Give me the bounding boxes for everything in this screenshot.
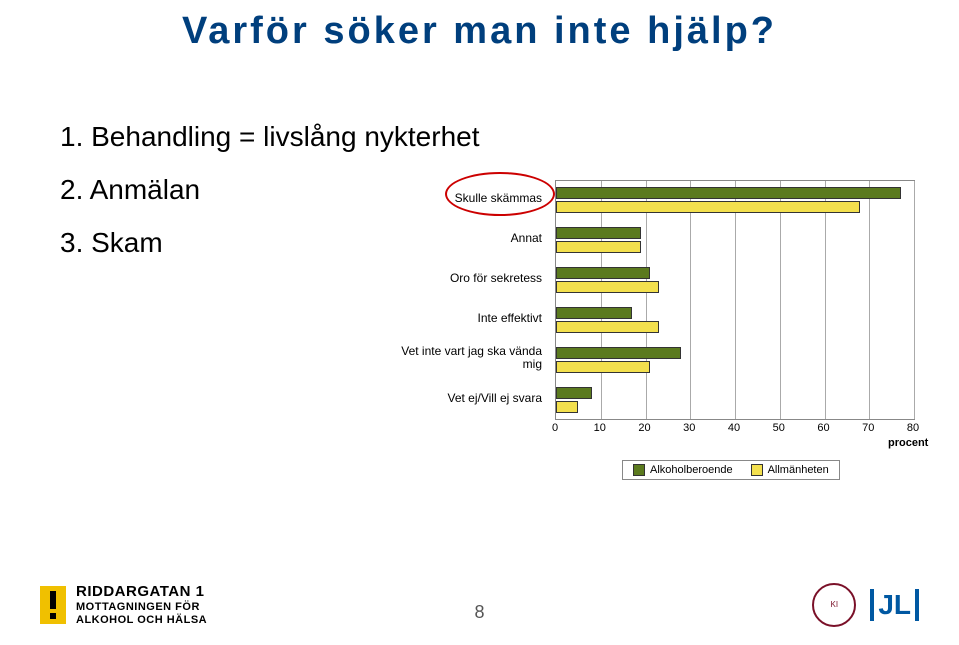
- category-label: Vet ej/Vill ej svara: [392, 392, 542, 405]
- x-tick-label: 60: [817, 422, 829, 434]
- brand-line: RIDDARGATAN 1: [76, 583, 207, 601]
- gridline: [914, 181, 915, 419]
- legend-item: Alkoholberoende: [633, 464, 733, 476]
- bar-chart: Skulle skämmasAnnatOro för sekretessInte…: [390, 180, 925, 470]
- x-tick-label: 50: [773, 422, 785, 434]
- legend: Alkoholberoende Allmänheten: [622, 460, 840, 480]
- x-tick-label: 0: [552, 422, 558, 434]
- category-label: Oro för sekretess: [392, 272, 542, 285]
- bar: [556, 347, 681, 359]
- legend-label: Alkoholberoende: [650, 464, 733, 476]
- gridline: [646, 181, 647, 419]
- bar: [556, 401, 578, 413]
- page-title: Varför söker man inte hjälp?: [0, 10, 959, 53]
- plot-area: [555, 180, 915, 420]
- bar: [556, 321, 659, 333]
- x-axis-title: procent: [888, 437, 928, 449]
- gridline: [690, 181, 691, 419]
- brand-text: RIDDARGATAN 1 MOTTAGNINGEN FÖR ALKOHOL O…: [76, 583, 207, 627]
- gridline: [735, 181, 736, 419]
- y-axis-labels: Skulle skämmasAnnatOro för sekretessInte…: [390, 180, 550, 420]
- brand-line: ALKOHOL OCH HÄLSA: [76, 614, 207, 627]
- bar: [556, 201, 860, 213]
- bar: [556, 187, 901, 199]
- x-tick-label: 70: [862, 422, 874, 434]
- bar: [556, 281, 659, 293]
- gridline: [869, 181, 870, 419]
- legend-swatch: [751, 464, 763, 476]
- category-label: Annat: [392, 232, 542, 245]
- legend-swatch: [633, 464, 645, 476]
- ki-logo-icon: KI: [812, 583, 856, 627]
- category-label: Inte effektivt: [392, 312, 542, 325]
- bar: [556, 307, 632, 319]
- x-tick-label: 30: [683, 422, 695, 434]
- bar: [556, 267, 650, 279]
- x-tick-label: 80: [907, 422, 919, 434]
- category-label: Vet inte vart jag ska vända mig: [392, 345, 542, 371]
- x-tick-label: 20: [638, 422, 650, 434]
- bar: [556, 227, 641, 239]
- footer-brand: RIDDARGATAN 1 MOTTAGNINGEN FÖR ALKOHOL O…: [40, 583, 207, 627]
- highlight-circle: [445, 172, 555, 216]
- legend-label: Allmänheten: [768, 464, 829, 476]
- brand-line: MOTTAGNINGEN FÖR: [76, 601, 207, 614]
- jl-logo-icon: JL: [870, 589, 919, 621]
- gridline: [780, 181, 781, 419]
- list-item: 1. Behandling = livslång nykterhet: [60, 110, 480, 163]
- x-tick-label: 40: [728, 422, 740, 434]
- page-number: 8: [474, 602, 484, 623]
- bar: [556, 387, 592, 399]
- x-axis: 01020304050607080: [555, 422, 915, 442]
- gridline: [825, 181, 826, 419]
- bar: [556, 241, 641, 253]
- exclamation-icon: [40, 586, 66, 624]
- bar: [556, 361, 650, 373]
- gridline: [601, 181, 602, 419]
- footer-logos: KI JL: [812, 583, 919, 627]
- legend-item: Allmänheten: [751, 464, 829, 476]
- x-tick-label: 10: [594, 422, 606, 434]
